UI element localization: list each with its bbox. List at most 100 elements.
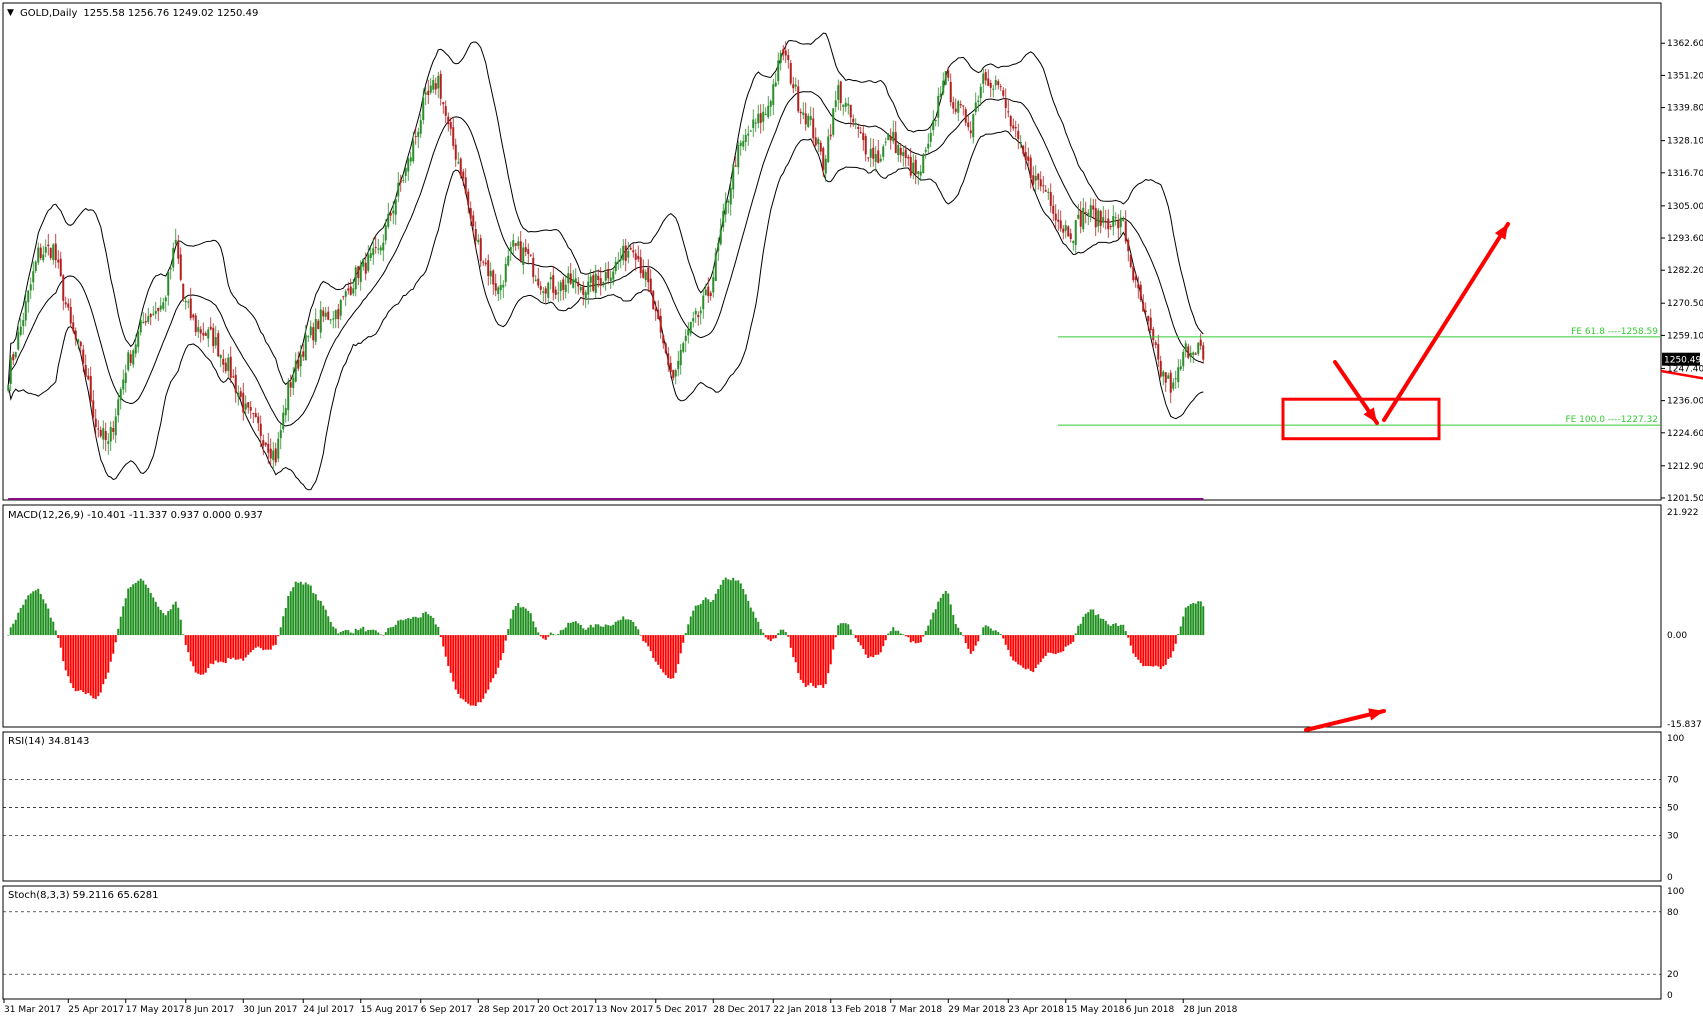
- candle-body: [677, 361, 679, 369]
- macd-histogram-bar: [7, 635, 9, 636]
- macd-histogram-bar: [487, 635, 489, 690]
- macd-histogram-bar: [825, 635, 827, 684]
- candle-body: [435, 83, 437, 89]
- macd-histogram-bar: [477, 635, 479, 702]
- candle-body: [437, 76, 439, 89]
- macd-histogram-bar: [342, 631, 344, 635]
- macd-histogram-bar: [782, 630, 784, 635]
- candle-body: [352, 288, 354, 293]
- candle-body: [532, 258, 534, 277]
- candle-body: [70, 307, 72, 324]
- candle-body: [165, 297, 167, 301]
- candle-body: [220, 355, 222, 358]
- candle-body: [890, 137, 892, 141]
- macd-histogram-bar: [317, 600, 319, 635]
- candle-body: [312, 327, 314, 340]
- candle-body: [77, 339, 79, 342]
- macd-histogram-bar: [1120, 625, 1122, 635]
- candle-body: [520, 241, 522, 261]
- macd-histogram-bar: [337, 633, 339, 635]
- candle-body: [85, 365, 87, 377]
- candle-body: [432, 80, 434, 90]
- candle-body: [767, 106, 769, 117]
- macd-histogram-bar: [410, 619, 412, 635]
- candle-body: [632, 250, 634, 252]
- macd-histogram-bar: [185, 635, 187, 645]
- macd-histogram-bar: [345, 630, 347, 635]
- macd-histogram-bar: [47, 609, 49, 636]
- candle-body: [1080, 211, 1082, 227]
- macd-histogram-bar: [422, 613, 424, 635]
- date-axis-label: 20 Oct 2017: [538, 1005, 594, 1015]
- macd-histogram-bar: [532, 621, 534, 635]
- stoch-axis-tick-label: 100: [1667, 887, 1684, 897]
- candle-body: [412, 140, 414, 161]
- macd-histogram-bar: [847, 624, 849, 635]
- macd-histogram-bar: [1127, 635, 1129, 638]
- collapse-triangle-icon[interactable]: ▼: [7, 8, 14, 18]
- macd-histogram-bar: [787, 635, 789, 637]
- candle-body: [1137, 284, 1139, 288]
- candle-body: [790, 63, 792, 84]
- candle-body: [820, 143, 822, 152]
- candle-body: [685, 336, 687, 341]
- macd-histogram-bar: [967, 635, 969, 649]
- date-axis-label: 13 Nov 2017: [596, 1005, 654, 1015]
- candle-body: [1012, 126, 1014, 129]
- candle-body: [392, 211, 394, 214]
- macd-histogram-bar: [160, 610, 162, 635]
- macd-histogram-bar: [762, 633, 764, 635]
- macd-histogram-bar: [1110, 626, 1112, 635]
- stoch-axis-tick-label: 0: [1667, 991, 1673, 1001]
- macd-histogram-bar: [1052, 635, 1054, 653]
- macd-histogram-bar: [37, 589, 39, 635]
- candle-body: [832, 108, 834, 134]
- candle-body: [692, 318, 694, 321]
- macd-histogram-bar: [452, 635, 454, 681]
- candle-body: [360, 265, 362, 282]
- macd-histogram-bar: [242, 635, 244, 661]
- macd-histogram-bar: [975, 635, 977, 646]
- macd-histogram-bar: [432, 618, 434, 635]
- macd-histogram-bar: [1045, 635, 1047, 656]
- macd-histogram-bar: [27, 595, 29, 635]
- candle-body: [467, 192, 469, 206]
- candle-body: [477, 240, 479, 242]
- candle-body: [870, 149, 872, 158]
- fib-level-label: FE 61.8 ----1258.59: [1571, 327, 1658, 337]
- macd-histogram-bar: [712, 600, 714, 635]
- candle-body: [175, 240, 177, 244]
- stoch-pane-frame: [3, 886, 1661, 999]
- macd-histogram-bar: [312, 593, 314, 635]
- macd-histogram-bar: [732, 578, 734, 635]
- macd-histogram-bar: [1037, 635, 1039, 664]
- candle-body: [502, 285, 504, 288]
- macd-histogram-bar: [1195, 604, 1197, 635]
- candle-body: [1107, 219, 1109, 230]
- candle-body: [462, 172, 464, 179]
- candle-body: [1182, 352, 1184, 366]
- macd-histogram-bar: [407, 618, 409, 635]
- macd-histogram-bar: [1075, 633, 1077, 635]
- macd-histogram-bar: [620, 620, 622, 635]
- macd-histogram-bar: [192, 635, 194, 666]
- macd-histogram-bar: [355, 629, 357, 635]
- candle-body: [1195, 353, 1197, 354]
- candle-body: [177, 242, 179, 259]
- candle-body: [575, 278, 577, 282]
- candle-body: [15, 352, 17, 357]
- macd-histogram-bar: [462, 635, 464, 699]
- candle-body: [180, 255, 182, 280]
- macd-histogram-bar: [1027, 635, 1029, 669]
- candle-body: [125, 373, 127, 383]
- macd-histogram-bar: [480, 635, 482, 702]
- macd-histogram-bar: [340, 632, 342, 635]
- macd-histogram-bar: [1170, 635, 1172, 657]
- macd-histogram-bar: [735, 581, 737, 636]
- macd-histogram-bar: [860, 635, 862, 645]
- macd-histogram-bar: [70, 635, 72, 683]
- candle-body: [765, 114, 767, 115]
- macd-histogram-bar: [517, 603, 519, 635]
- date-axis-label: 22 Jan 2018: [773, 1005, 827, 1015]
